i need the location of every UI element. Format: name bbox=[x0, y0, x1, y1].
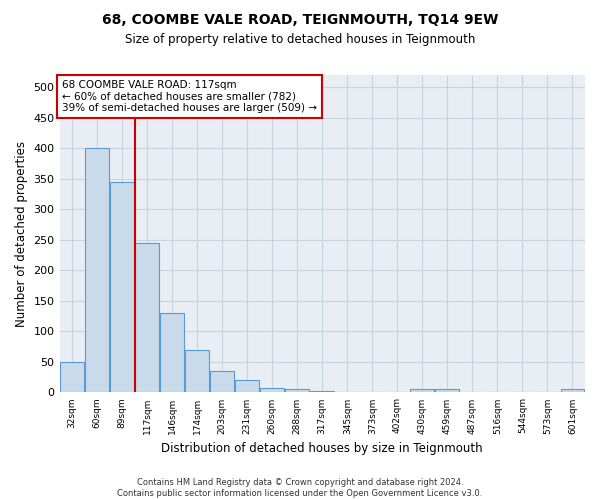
Y-axis label: Number of detached properties: Number of detached properties bbox=[15, 140, 28, 326]
Bar bbox=[60, 362, 84, 392]
Bar bbox=[310, 391, 334, 392]
Text: 68, COOMBE VALE ROAD, TEIGNMOUTH, TQ14 9EW: 68, COOMBE VALE ROAD, TEIGNMOUTH, TQ14 9… bbox=[102, 12, 498, 26]
Bar bbox=[560, 390, 584, 392]
Bar bbox=[85, 148, 109, 392]
Bar bbox=[436, 390, 459, 392]
Bar bbox=[286, 390, 309, 392]
Bar bbox=[210, 371, 234, 392]
X-axis label: Distribution of detached houses by size in Teignmouth: Distribution of detached houses by size … bbox=[161, 442, 483, 455]
Bar bbox=[410, 390, 434, 392]
Text: Contains HM Land Registry data © Crown copyright and database right 2024.
Contai: Contains HM Land Registry data © Crown c… bbox=[118, 478, 482, 498]
Text: 68 COOMBE VALE ROAD: 117sqm
← 60% of detached houses are smaller (782)
39% of se: 68 COOMBE VALE ROAD: 117sqm ← 60% of det… bbox=[62, 80, 317, 113]
Bar bbox=[185, 350, 209, 393]
Bar bbox=[260, 388, 284, 392]
Bar bbox=[135, 243, 159, 392]
Bar bbox=[160, 313, 184, 392]
Bar bbox=[235, 380, 259, 392]
Text: Size of property relative to detached houses in Teignmouth: Size of property relative to detached ho… bbox=[125, 32, 475, 46]
Bar bbox=[110, 182, 134, 392]
